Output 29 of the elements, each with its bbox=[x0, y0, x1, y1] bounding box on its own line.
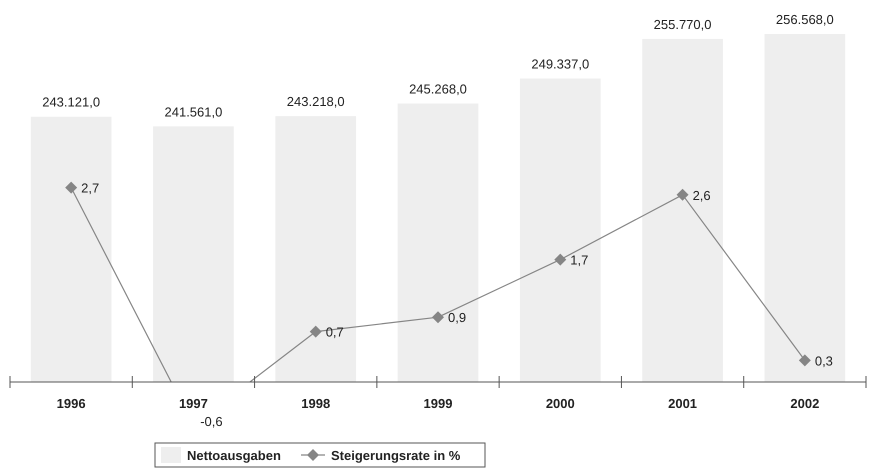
x-tick-label: 2002 bbox=[790, 396, 820, 411]
point bbox=[65, 182, 78, 194]
x-tick-label: 1998 bbox=[301, 396, 330, 411]
data-label: 0,9 bbox=[448, 310, 466, 326]
x-tick-label: 1999 bbox=[424, 396, 452, 411]
data-label: 2,6 bbox=[692, 188, 711, 203]
data-label: -0,6 bbox=[200, 414, 223, 429]
data-label: 0,3 bbox=[814, 353, 833, 368]
point bbox=[676, 188, 689, 201]
data-label: 249.337,0 bbox=[531, 56, 590, 72]
legend-label: Steigerungsrate in % bbox=[331, 448, 461, 463]
data-label: 245.268,0 bbox=[409, 82, 467, 97]
point bbox=[310, 326, 322, 338]
data-label: 2,7 bbox=[81, 180, 100, 196]
data-label: 256.568,0 bbox=[776, 12, 834, 27]
data-label: 243.121,0 bbox=[42, 94, 100, 110]
data-label: 241.561,0 bbox=[164, 104, 222, 120]
data-label: 243.218,0 bbox=[286, 94, 345, 110]
data-label: 1,7 bbox=[570, 252, 588, 268]
x-tick-label: 2001 bbox=[668, 396, 698, 411]
legend-label: Nettoausgaben bbox=[187, 448, 281, 463]
x-tick-label: 1996 bbox=[56, 396, 86, 411]
point bbox=[432, 311, 444, 324]
data-label: 0,7 bbox=[326, 324, 344, 340]
data-label: 255.770,0 bbox=[654, 16, 712, 32]
x-tick-label: 1997 bbox=[178, 396, 208, 411]
point bbox=[554, 254, 566, 266]
x-tick-label: 2000 bbox=[546, 396, 575, 411]
point bbox=[798, 354, 811, 366]
